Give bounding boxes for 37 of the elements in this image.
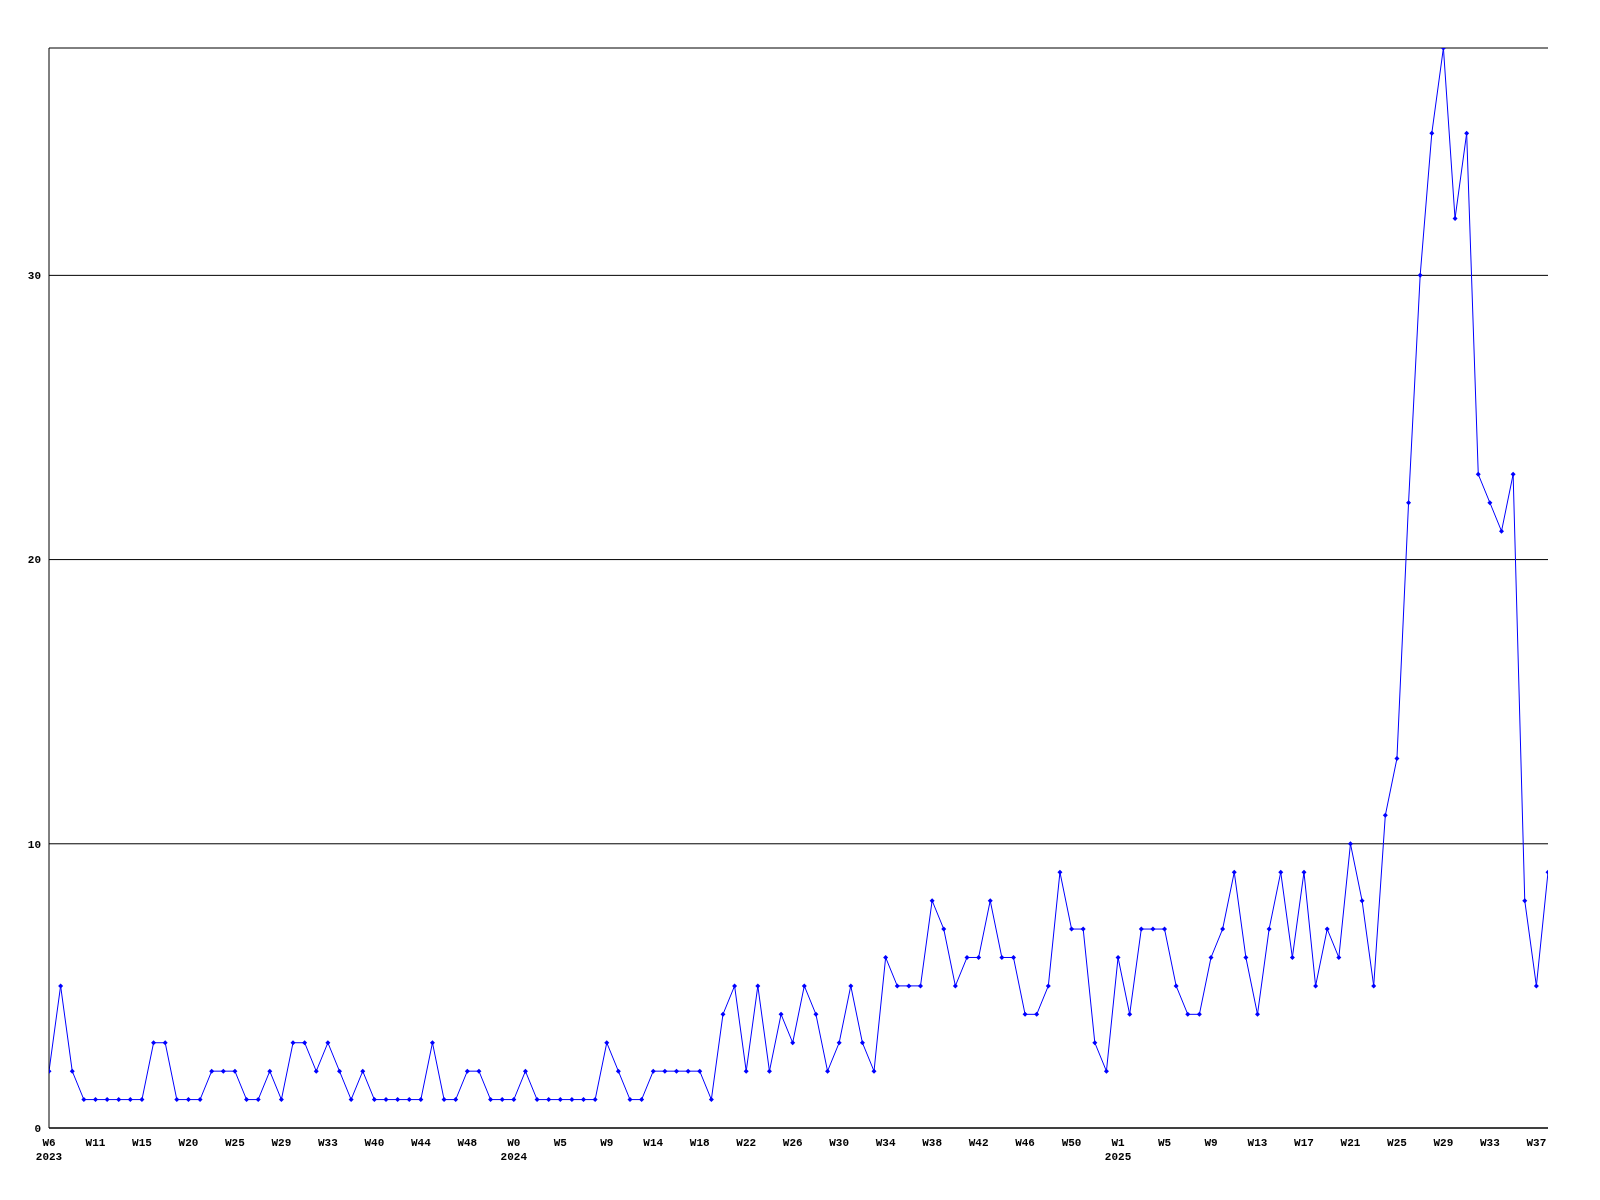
x-tick-label: W21: [1340, 1137, 1361, 1149]
x-tick-label: W48: [457, 1137, 478, 1149]
x-tick-label: W26: [782, 1137, 803, 1149]
x-tick-label: W25: [1387, 1137, 1408, 1149]
x-tick-label: W50: [1061, 1137, 1082, 1149]
x-tick-label: W20: [178, 1137, 199, 1149]
x-tick-label: W30: [829, 1137, 850, 1149]
x-tick-label: W13: [1247, 1137, 1268, 1149]
y-tick-label: 30: [27, 270, 41, 283]
y-tick-label: 0: [34, 1122, 41, 1135]
x-tick-label: W46: [1015, 1137, 1035, 1149]
x-tick-label: W11: [85, 1137, 106, 1149]
x-tick-label: W9: [1204, 1137, 1218, 1149]
x-tick-label: W18: [689, 1137, 711, 1149]
x-tick-label: W33: [1479, 1137, 1501, 1149]
x-tick-label: W29: [271, 1137, 292, 1149]
x-tick-label: W22: [736, 1137, 757, 1149]
x-tick-label: W6 2023: [35, 1137, 63, 1163]
x-tick-label: W1 2025: [1104, 1137, 1132, 1163]
x-tick-label: W17: [1294, 1137, 1314, 1149]
x-tick-label: W29: [1433, 1137, 1454, 1149]
x-tick-label: W14: [643, 1137, 664, 1149]
y-tick-label: 10: [27, 838, 41, 851]
x-tick-label: W37: [1526, 1137, 1547, 1149]
x-tick-label: W38: [922, 1137, 943, 1149]
x-tick-label: W15: [132, 1137, 153, 1149]
x-tick-label: W44: [410, 1137, 432, 1149]
y-tick-label: 20: [27, 554, 41, 567]
x-tick-label: W25: [225, 1137, 246, 1149]
x-tick-label: W5: [1157, 1137, 1172, 1149]
x-tick-label: W9: [600, 1137, 614, 1149]
x-tick-label: W34: [875, 1137, 896, 1149]
x-tick-label: W0 2024: [500, 1137, 528, 1163]
x-tick-label: W40: [364, 1137, 385, 1149]
x-tick-label: W42: [968, 1137, 989, 1149]
x-tick-label: W5: [553, 1137, 568, 1149]
x-tick-label: W33: [317, 1137, 339, 1149]
